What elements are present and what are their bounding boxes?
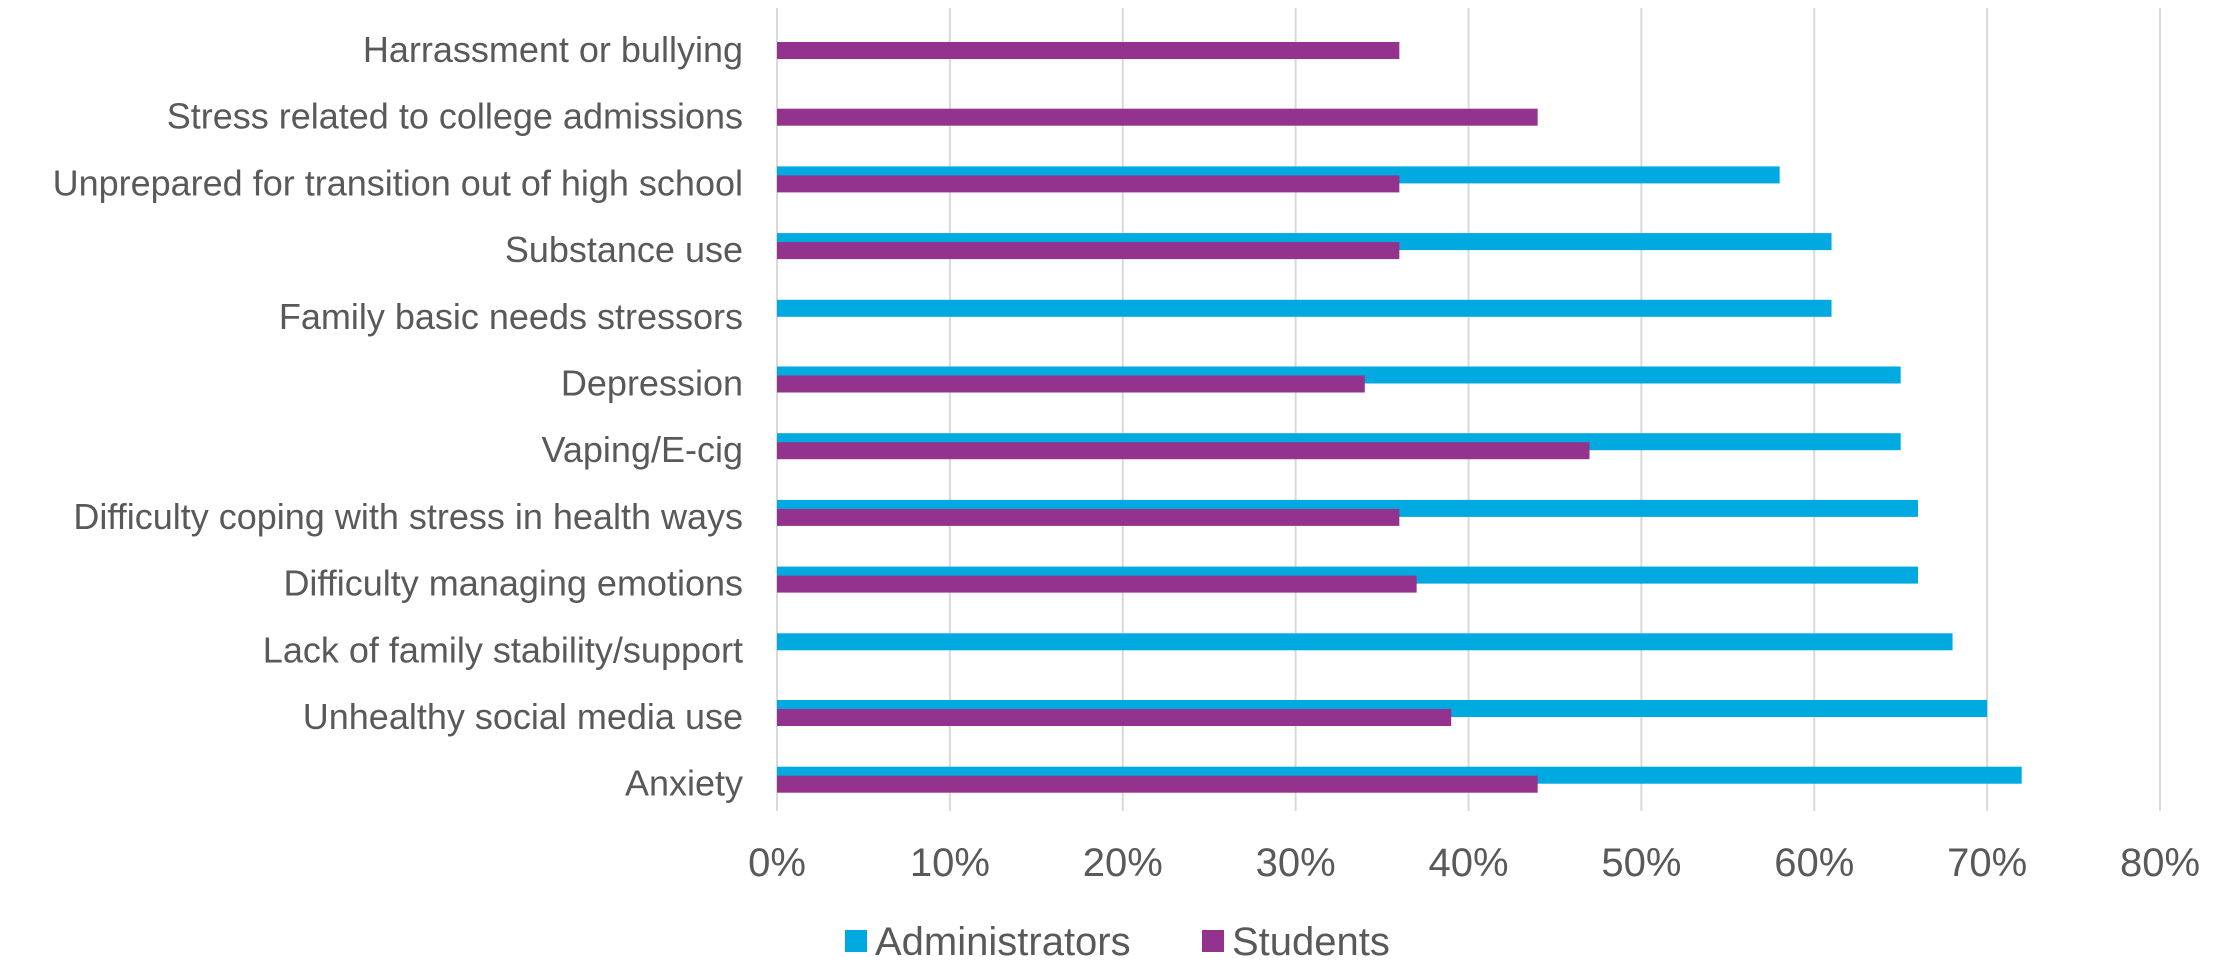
- category-label: Stress related to college admissions: [167, 96, 743, 137]
- x-tick-label: 60%: [1774, 841, 1854, 885]
- category-label: Anxiety: [625, 763, 743, 804]
- gridlines: [776, 8, 2161, 811]
- category-labels: Harrassment or bullying Stress related to…: [53, 29, 743, 804]
- bar-students: [777, 508, 1400, 526]
- x-tick-label: 10%: [910, 841, 990, 885]
- bar-administrators: [777, 299, 1832, 317]
- legend-label: Students: [1232, 920, 1390, 960]
- bar-students: [777, 42, 1400, 59]
- bar-students: [777, 175, 1400, 193]
- x-tick-label: 0%: [748, 841, 806, 885]
- bar-students: [777, 442, 1590, 460]
- category-label: Harrassment or bullying: [363, 29, 743, 70]
- bar-administrators: [777, 633, 1953, 651]
- category-label: Difficulty coping with stress in health …: [73, 496, 743, 537]
- bar-students: [777, 108, 1538, 126]
- bar-students: [777, 709, 1452, 726]
- category-label: Vaping/E-cig: [542, 429, 743, 470]
- x-tick-label: 50%: [1601, 841, 1681, 885]
- x-tick-label: 70%: [1947, 841, 2027, 885]
- bars: [777, 42, 2022, 793]
- category-label: Lack of family stability/support: [263, 629, 743, 670]
- category-label: Difficulty managing emotions: [283, 563, 743, 604]
- legend-swatch: [1202, 930, 1224, 952]
- category-label: Unhealthy social media use: [303, 696, 743, 737]
- x-tick-label: 80%: [2120, 841, 2200, 885]
- legend-label: Administrators: [875, 920, 1131, 960]
- category-label: Unprepared for transition out of high sc…: [53, 162, 743, 203]
- bar-students: [777, 775, 1538, 793]
- category-label: Family basic needs stressors: [279, 296, 743, 337]
- legend: Administrators Students: [845, 920, 1390, 964]
- category-label: Depression: [561, 363, 743, 404]
- x-tick-label: 30%: [1256, 841, 1336, 885]
- category-label: Substance use: [505, 229, 743, 270]
- bar-students: [777, 575, 1417, 593]
- x-tick-label: 40%: [1428, 841, 1508, 885]
- bar-students: [777, 375, 1365, 393]
- x-tick-labels: 0% 10% 20% 30% 40% 50% 60% 70% 80%: [748, 841, 2200, 885]
- bar-students: [777, 242, 1400, 260]
- legend-swatch: [845, 930, 867, 952]
- x-tick-label: 20%: [1083, 841, 1163, 885]
